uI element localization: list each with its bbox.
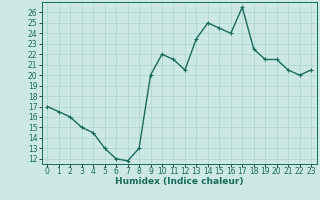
X-axis label: Humidex (Indice chaleur): Humidex (Indice chaleur)	[115, 177, 244, 186]
